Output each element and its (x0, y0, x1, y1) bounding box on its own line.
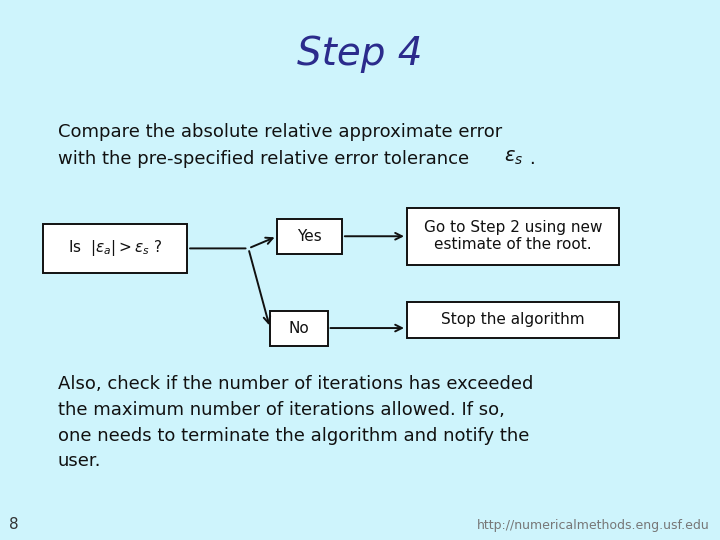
Text: Step 4: Step 4 (297, 35, 423, 73)
Text: Also, check if the number of iterations has exceeded
the maximum number of itera: Also, check if the number of iterations … (58, 375, 533, 470)
FancyBboxPatch shape (270, 310, 328, 346)
FancyBboxPatch shape (43, 224, 187, 273)
Text: Yes: Yes (297, 229, 322, 244)
Text: http://numericalmethods.eng.usf.edu: http://numericalmethods.eng.usf.edu (477, 519, 709, 532)
Text: Stop the algorithm: Stop the algorithm (441, 313, 585, 327)
Text: Compare the absolute relative approximate error: Compare the absolute relative approximat… (58, 123, 502, 141)
Text: Go to Step 2 using new
estimate of the root.: Go to Step 2 using new estimate of the r… (424, 220, 602, 252)
FancyBboxPatch shape (407, 208, 619, 265)
Text: with the pre-specified relative error tolerance: with the pre-specified relative error to… (58, 150, 469, 168)
FancyBboxPatch shape (277, 219, 342, 254)
Text: $\epsilon_s$: $\epsilon_s$ (504, 148, 523, 167)
Text: .: . (529, 150, 535, 168)
Text: No: No (289, 321, 309, 335)
FancyBboxPatch shape (407, 302, 619, 338)
Text: 8: 8 (9, 517, 18, 532)
Text: Is  $|\epsilon_a|>\epsilon_s$ ?: Is $|\epsilon_a|>\epsilon_s$ ? (68, 238, 163, 259)
